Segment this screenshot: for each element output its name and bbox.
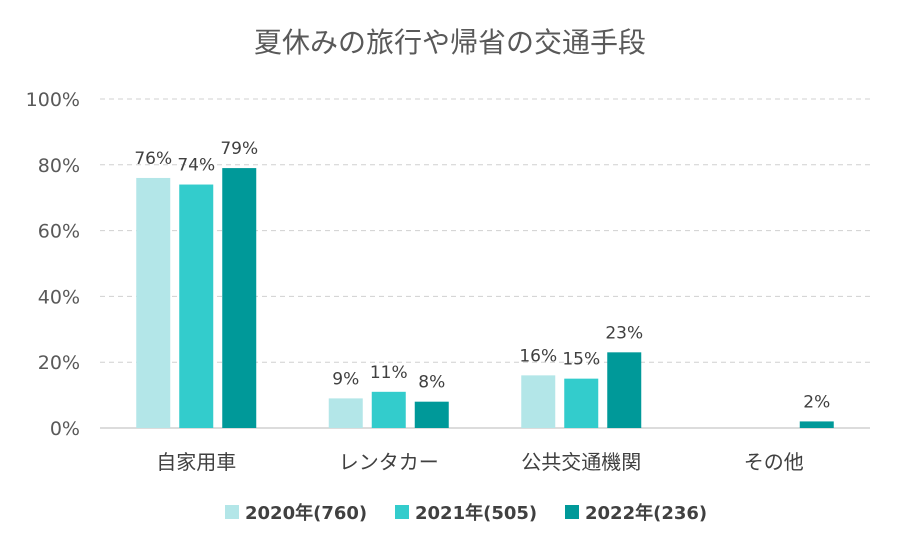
data-label: 8%	[418, 373, 445, 393]
legend-label: 2020年(760)	[245, 502, 367, 524]
legend-label: 2021年(505)	[415, 502, 537, 524]
category-label: レンタカー	[339, 450, 439, 474]
category-label: 自家用車	[156, 450, 236, 474]
category-label: 公共交通機関	[521, 450, 641, 474]
data-label: 16%	[519, 346, 557, 366]
bar	[371, 391, 406, 428]
data-label: 23%	[605, 323, 643, 343]
y-axis-ticks: 0% 20% 40% 60% 80% 100%	[26, 89, 80, 440]
data-label: 15%	[562, 350, 600, 370]
data-label: 11%	[370, 363, 408, 383]
y-tick-label: 0%	[50, 418, 80, 440]
legend-swatch	[225, 505, 239, 519]
bars	[136, 168, 834, 428]
bar	[414, 401, 449, 428]
legend-swatch	[395, 505, 409, 519]
bar	[564, 378, 599, 428]
data-label: 76%	[134, 149, 172, 169]
bar	[521, 375, 556, 428]
y-tick-label: 40%	[38, 286, 80, 308]
y-tick-label: 20%	[38, 352, 80, 374]
bar	[328, 398, 363, 428]
legend: 2020年(760) 2021年(505) 2022年(236)	[225, 502, 707, 524]
gridlines	[100, 98, 870, 429]
data-label: 79%	[220, 139, 258, 159]
category-label: その他	[744, 450, 804, 474]
bar	[607, 352, 642, 428]
legend-swatch	[565, 505, 579, 519]
data-labels: 76% 74%79% 9% 11% 8% 16% 15%23% 2%	[134, 139, 830, 412]
y-tick-label: 100%	[26, 89, 80, 111]
bar	[799, 421, 834, 428]
data-label: 9%	[332, 369, 359, 389]
bar	[136, 177, 171, 428]
y-tick-label: 80%	[38, 155, 80, 177]
bar	[222, 168, 257, 428]
y-tick-label: 60%	[38, 221, 80, 243]
data-label: 2%	[803, 392, 830, 412]
data-label: 74%	[177, 156, 215, 176]
legend-label: 2022年(236)	[585, 502, 707, 524]
chart-title: 夏休みの旅行や帰省の交通手段	[254, 26, 646, 59]
bar	[179, 184, 214, 428]
category-labels: 自家用車 レンタカー 公共交通機関 その他	[156, 450, 804, 474]
